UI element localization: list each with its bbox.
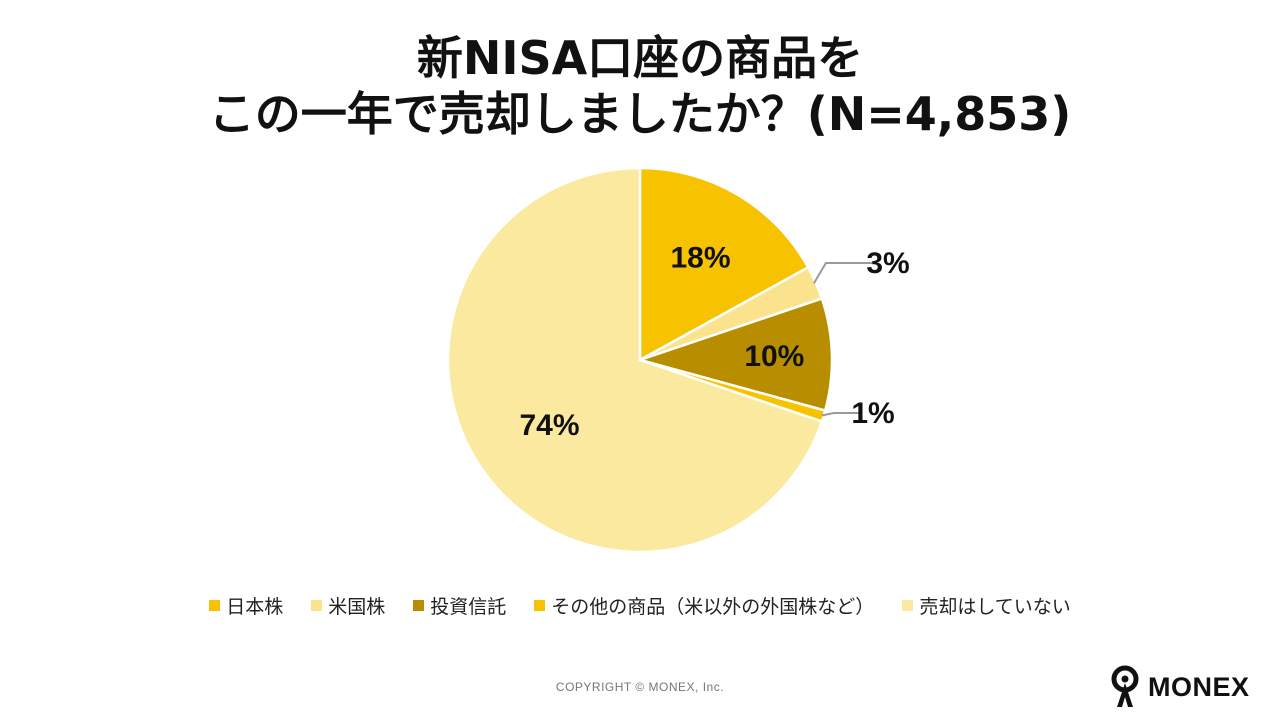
chart-title-line-2: この一年で売却しましたか？(N=4,853) (208, 87, 1072, 141)
legend-label: その他の商品（米以外の外国株など） (551, 596, 875, 618)
chart-title: 新NISA口座の商品を この一年で売却しましたか？(N=4,853) (0, 30, 1280, 142)
pie-slice-3 (635, 296, 834, 413)
legend-swatch (209, 600, 221, 611)
leader-line-2 (813, 262, 876, 284)
legend-item-2: 米国株 (311, 592, 385, 619)
legend-label: 日本株 (226, 596, 284, 618)
slice-data-label-5: 74% (519, 409, 579, 442)
slice-data-label-4: 1% (851, 397, 894, 430)
legend-item-5: 売却はしていない (902, 592, 1071, 619)
slice-data-label-1: 18% (671, 242, 731, 275)
pie-slice-5 (446, 166, 824, 554)
monex-logo-text: MONEX (1148, 671, 1250, 702)
legend-label: 投資信託 (430, 596, 507, 618)
legend-swatch (311, 600, 323, 611)
legend-swatch (413, 600, 425, 611)
legend-label: 米国株 (328, 596, 386, 618)
legend-item-3: 投資信託 (413, 592, 506, 619)
monex-logo-icon (1111, 665, 1139, 707)
monex-logo: MONEX (1108, 665, 1250, 709)
slice-data-label-3: 10% (744, 340, 804, 373)
pie-slice-1 (638, 166, 810, 363)
chart-legend: 日本株 米国株 投資信託 その他の商品（米以外の外国株など） 売却はしていない (0, 592, 1280, 619)
copyright-text: COPYRIGHT © MONEX, Inc. (555, 680, 725, 694)
leader-line-4 (821, 412, 861, 417)
slice-data-label-2: 3% (866, 247, 909, 280)
legend-item-4: その他の商品（米以外の外国株など） (534, 592, 874, 619)
legend-item-1: 日本株 (209, 592, 283, 619)
legend-swatch (534, 600, 546, 611)
legend-label: 売却はしていない (919, 596, 1071, 618)
chart-title-line-1: 新NISA口座の商品を (416, 31, 864, 85)
legend-swatch (902, 600, 914, 611)
